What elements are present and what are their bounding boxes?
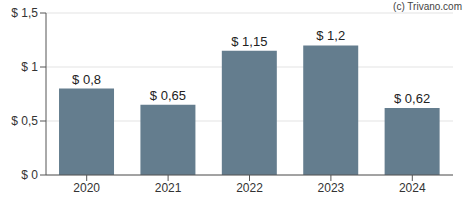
svg-text:$ 1,2: $ 1,2 [316,28,345,43]
svg-text:$ 0,5: $ 0,5 [11,114,38,128]
svg-text:2024: 2024 [399,181,426,195]
svg-text:$ 0: $ 0 [21,168,38,182]
svg-text:$ 1,15: $ 1,15 [231,34,267,49]
svg-text:$ 0,8: $ 0,8 [72,72,101,87]
svg-text:2022: 2022 [236,181,263,195]
svg-text:$ 0,65: $ 0,65 [150,88,186,103]
svg-text:2021: 2021 [155,181,182,195]
html-text:(c) Trivano.com: (c) Trivano.com [393,1,462,12]
svg-text:$ 1: $ 1 [21,60,38,74]
svg-text:$ 1,5: $ 1,5 [11,6,38,20]
svg-text:$ 0,62: $ 0,62 [394,91,430,106]
svg-text:2023: 2023 [318,181,345,195]
svg-text:2020: 2020 [73,181,100,195]
